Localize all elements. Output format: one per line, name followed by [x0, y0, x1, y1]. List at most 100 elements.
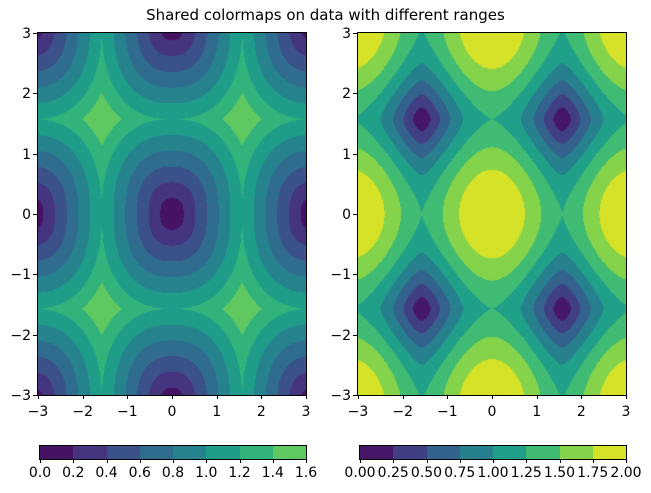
x-tick-label: −1 [117, 404, 138, 420]
colorbar-tick [272, 459, 274, 463]
x-tick [402, 395, 404, 399]
colorbar-tick-label: 0.0 [28, 465, 52, 481]
y-tick-label: −3 [10, 388, 31, 404]
colorbar-tick [559, 459, 561, 463]
colorbar-tick-label: 1.00 [477, 465, 509, 481]
colorbar-tick-label: 0.00 [344, 465, 376, 481]
y-tick-label: 2 [22, 86, 31, 103]
y-tick-label: −1 [330, 267, 351, 284]
colorbar-tick-label: 0.6 [128, 465, 151, 481]
x-tick [216, 395, 218, 399]
colorbar-segment [559, 446, 593, 459]
y-tick [353, 93, 357, 95]
colorbar-tick [360, 459, 361, 463]
x-tick [306, 395, 307, 399]
colorbar-tick [493, 459, 494, 463]
colorbar-tick [73, 459, 75, 463]
colorbar-segment [393, 446, 427, 459]
colorbar-left: 0.0 0.2 0.4 0.6 0.8 1.0 1.2 1.4 1.6 [29, 445, 317, 481]
contour-plot-left [38, 33, 306, 395]
y-tick [33, 33, 37, 34]
x-tick [536, 395, 538, 399]
colorbar-tick [106, 459, 108, 463]
colorbar-tick-label: 0.4 [95, 465, 118, 481]
x-tick-label: 2 [256, 404, 266, 420]
colorbar-segment [526, 446, 560, 459]
subplot-right-axes: −3 −2 −1 0 1 2 3 −3 −2 −1 0 1 2 3 [330, 26, 630, 420]
colorbar-tick-label: 1.75 [577, 465, 609, 481]
colorbar-tick-label: 1.2 [228, 465, 251, 481]
x-tick-label: 2 [576, 404, 586, 420]
y-tick-label: −2 [330, 327, 351, 344]
colorbar-tick-label: 0.8 [161, 465, 185, 481]
y-tick [353, 395, 357, 396]
colorbar-tick [592, 459, 594, 463]
colorbar-segment [239, 446, 273, 459]
y-tick [33, 153, 37, 155]
x-tick-label: −2 [72, 404, 93, 420]
figure-title: Shared colormaps on data with different … [146, 6, 505, 24]
colorbar-tick-label: 1.25 [510, 465, 542, 481]
colorbar-segment [360, 446, 394, 459]
colorbar-tick [173, 459, 174, 463]
colorbar-tick-label: 0.25 [377, 465, 409, 481]
x-tick [447, 395, 449, 399]
x-tick [172, 395, 173, 399]
colorbar-tick-label: 2.00 [610, 465, 642, 481]
x-tick [626, 395, 627, 399]
x-tick [38, 395, 39, 399]
y-tick [353, 214, 357, 215]
y-tick [33, 395, 37, 396]
colorbar-tick [139, 459, 141, 463]
colorbar-tick [239, 459, 241, 463]
colorbar-segment [459, 446, 493, 459]
colorbar-segment [139, 446, 173, 459]
y-tick-label: 3 [22, 26, 31, 42]
y-tick-label: 3 [342, 26, 351, 42]
y-tick [353, 274, 357, 276]
colorbar-segment [73, 446, 107, 459]
x-tick [82, 395, 84, 399]
y-tick [353, 334, 357, 336]
x-tick-label: 1 [212, 404, 222, 420]
x-tick [127, 395, 129, 399]
y-tick [353, 33, 357, 34]
x-tick-label: −3 [347, 404, 369, 420]
colorbar-segment [493, 446, 527, 459]
x-tick [261, 395, 263, 399]
y-tick-label: −2 [10, 327, 31, 344]
colorbar-segment [206, 446, 240, 459]
colorbar-segment [40, 446, 74, 459]
x-tick-label: 0 [487, 404, 497, 420]
x-tick-label: 1 [532, 404, 542, 420]
y-tick-label: 1 [342, 146, 351, 163]
colorbar-tick-label: 0.50 [410, 465, 443, 481]
x-tick-label: −1 [437, 404, 458, 420]
x-tick [492, 395, 493, 399]
colorbar-segment [272, 446, 306, 459]
colorbar-tick [206, 459, 208, 463]
colorbar-tick [393, 459, 395, 463]
colorbar-tick-label: 0.2 [62, 465, 85, 481]
y-tick-label: 0 [22, 207, 31, 223]
y-tick [33, 274, 37, 276]
colorbar-tick-label: 0.75 [444, 465, 476, 481]
colorbar-tick [40, 459, 41, 463]
x-tick-label: 3 [621, 404, 631, 420]
x-tick [581, 395, 583, 399]
colorbar-tick [526, 459, 528, 463]
colorbar-segment [592, 446, 626, 459]
x-tick-label: 0 [167, 404, 177, 420]
subplot-left-axes: −3 −2 −1 0 1 2 3 −3 −2 −1 0 1 2 3 [10, 26, 310, 420]
colorbar-segment [106, 446, 140, 459]
colorbar-segment [426, 446, 460, 459]
y-tick [33, 334, 37, 336]
x-tick-label: 3 [301, 404, 311, 420]
x-tick [358, 395, 359, 399]
colorbar-tick [459, 459, 461, 463]
y-tick-label: −1 [10, 267, 31, 284]
x-tick-label: −3 [27, 404, 49, 420]
contour-plot-right [358, 33, 626, 395]
x-tick-label: −2 [392, 404, 413, 420]
